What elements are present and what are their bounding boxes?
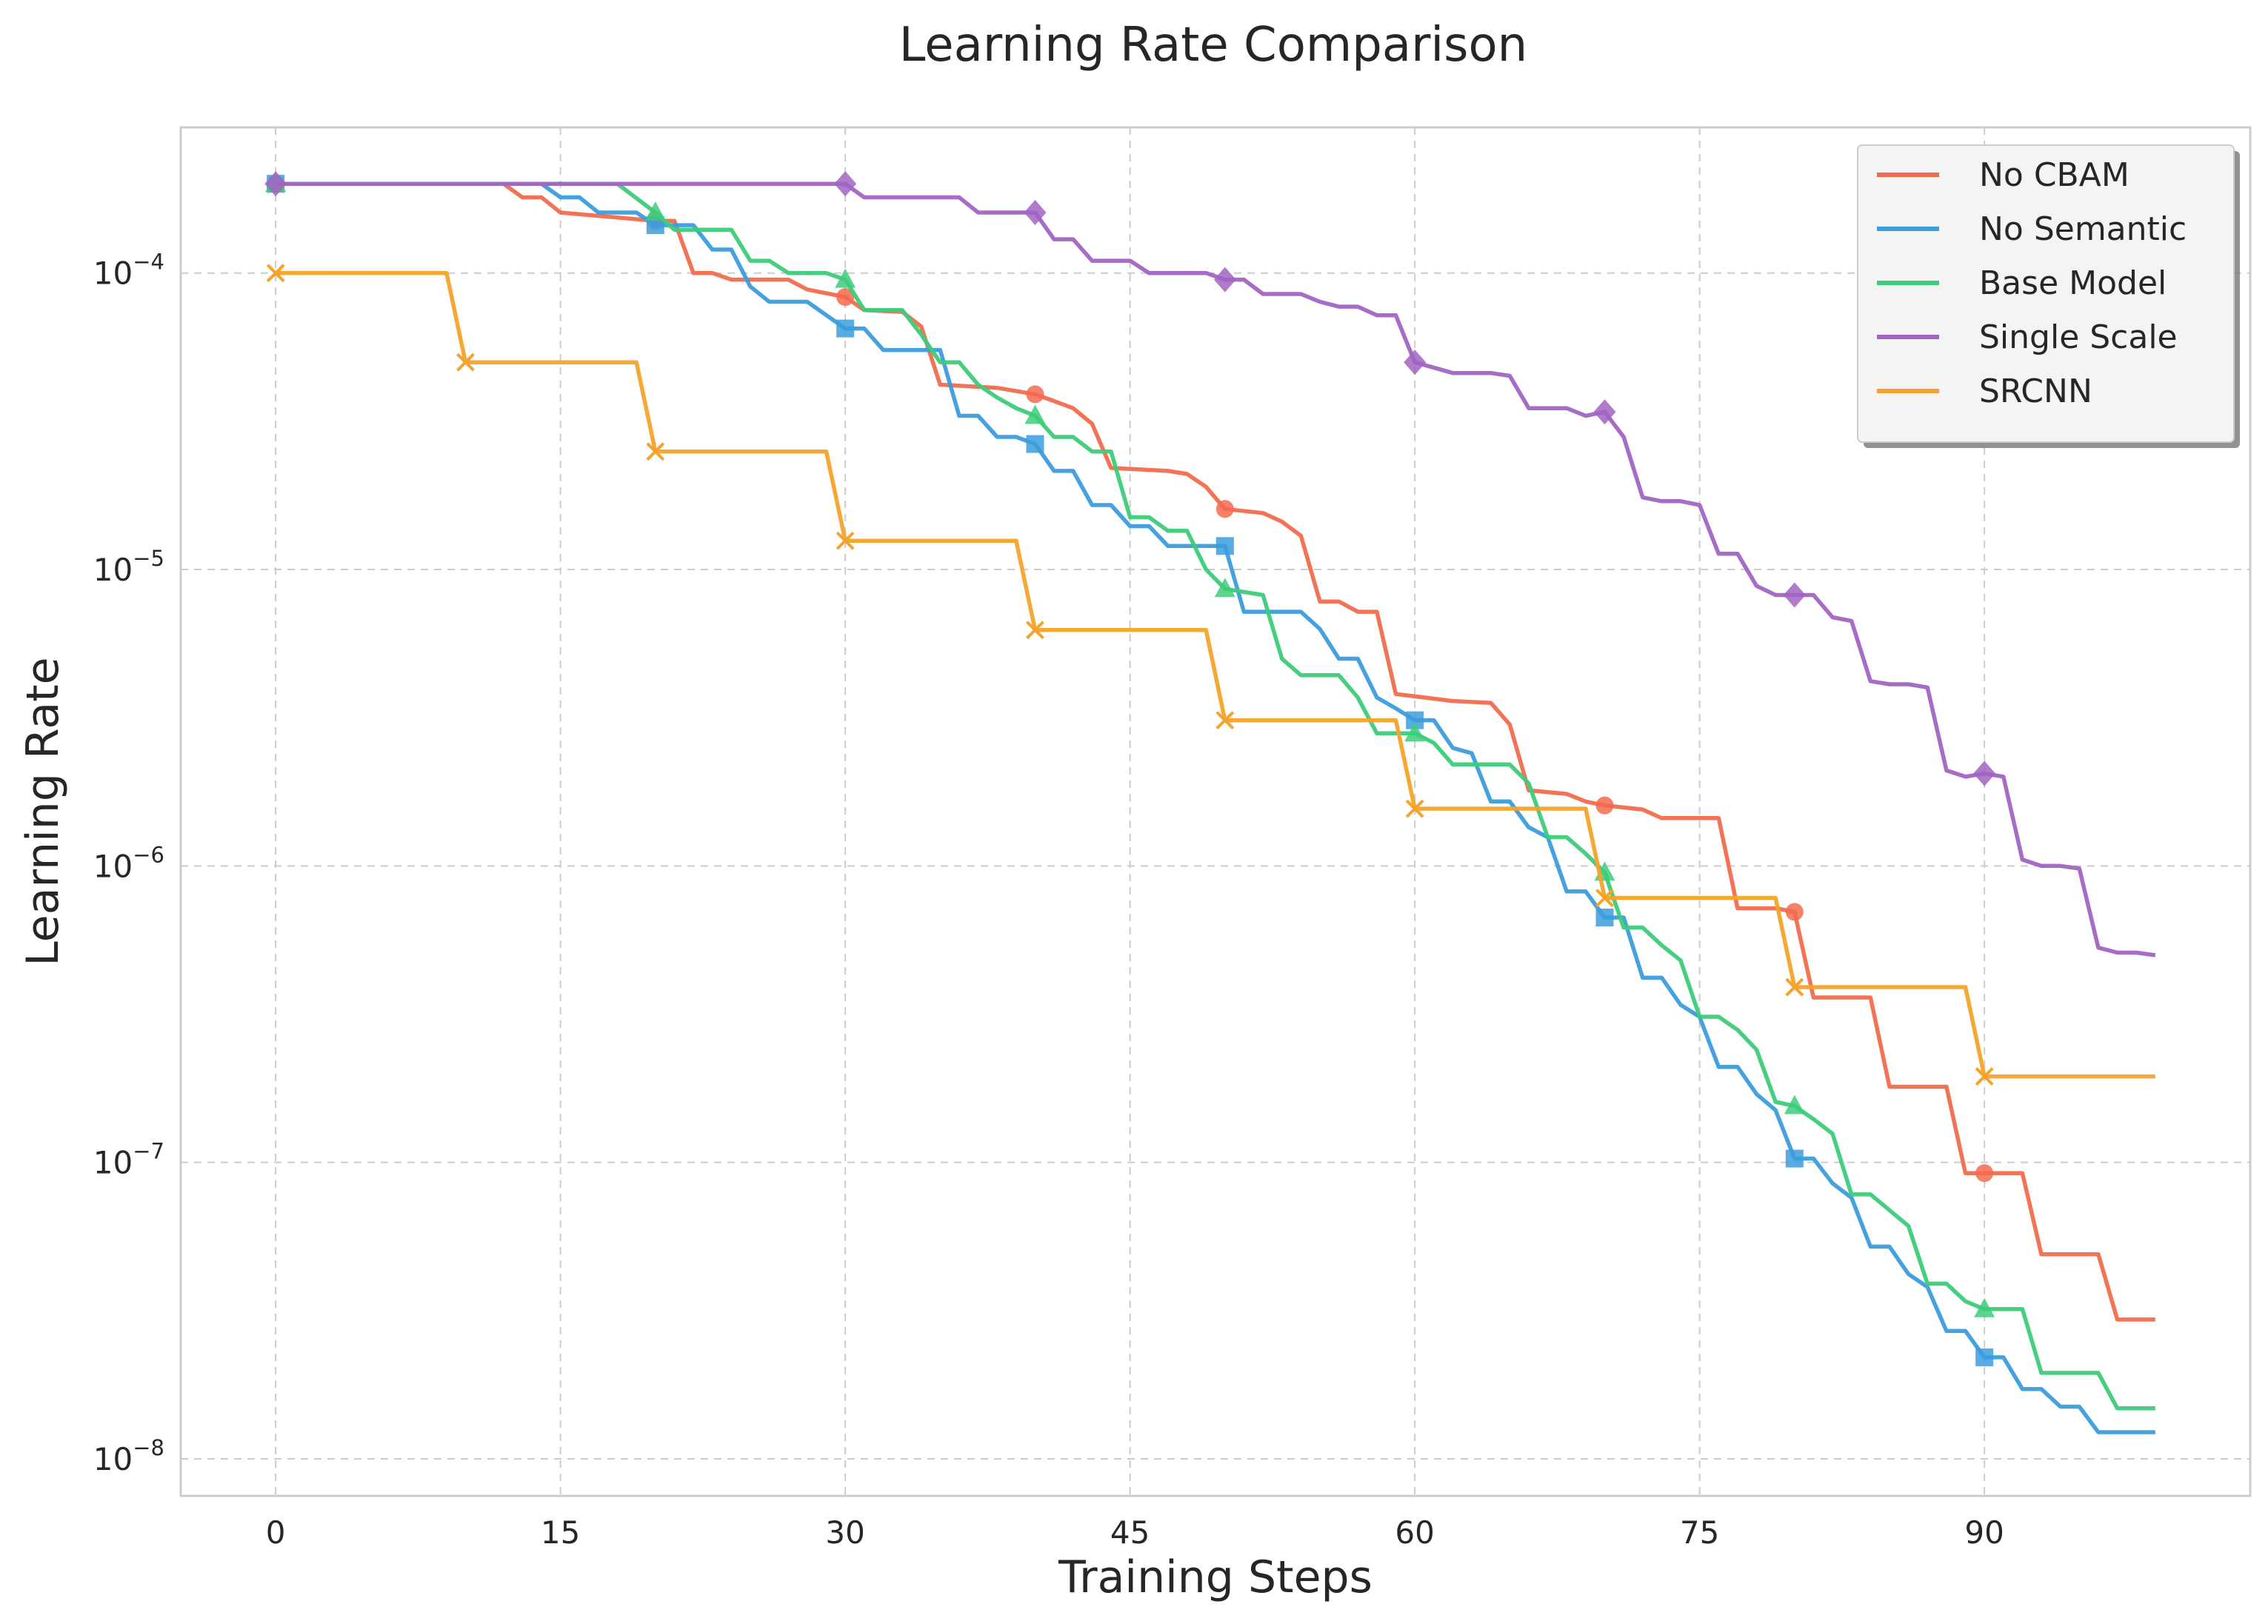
data-point-marker [1785,978,1804,997]
y-axis-label: Learning Rate [17,657,69,966]
data-point-marker [1785,903,1804,921]
legend-item: Base Model [1877,264,2167,302]
x-tick-label: 60 [1395,1514,1434,1551]
series-single-scale [264,171,2156,958]
data-point-marker [456,352,475,372]
data-point-marker [1405,799,1424,818]
data-point-marker [1593,399,1616,425]
data-point-marker [1404,350,1427,375]
chart-title: Learning Rate Comparison [899,18,1527,73]
data-point-marker [1783,582,1806,608]
data-point-marker [1595,796,1614,815]
data-point-marker [1215,711,1235,730]
y-tick-label: 10−5 [93,546,164,588]
x-tick-label: 45 [1110,1514,1150,1551]
x-ticks: 0 15 30 45 60 75 90 [266,1514,2004,1551]
legend-item: SRCNN [1877,372,2092,410]
data-point-marker [1784,1095,1805,1115]
legend: No CBAM No Semantic Base Model Single Scale… [1857,144,2240,448]
data-point-marker [1213,267,1236,293]
x-axis-label: Training Steps [1058,1551,1373,1603]
data-point-marker [266,264,285,283]
data-point-marker [264,171,287,197]
legend-label: No CBAM [1979,156,2129,194]
y-tick-label: 10−4 [93,250,164,292]
series-line [276,270,2155,1079]
data-point-marker [1975,1348,1994,1366]
legend-item: No Semantic [1877,210,2187,248]
data-point-marker [1973,761,1996,786]
data-point-marker [1404,722,1426,742]
data-point-marker [1975,1067,1994,1086]
legend-box [1857,144,2235,443]
data-point-marker [1974,1297,1995,1317]
data-point-marker [1024,404,1046,424]
x-tick-label: 90 [1964,1514,2004,1551]
data-point-marker [1785,1149,1804,1168]
data-point-marker [1215,500,1234,518]
data-point-marker [1026,621,1044,640]
y-tick-label: 10−6 [93,842,164,884]
data-point-marker [1595,889,1614,907]
data-point-marker [1595,908,1614,926]
legend-item: No CBAM [1877,156,2129,194]
plot-frame [179,126,2252,1497]
data-point-marker [646,442,665,461]
data-point-marker [835,268,856,288]
x-tick-label: 30 [825,1514,864,1551]
x-tick-label: 75 [1680,1514,1719,1551]
series-line [276,181,2155,1322]
y-tick-label: 10−7 [93,1139,164,1181]
data-point-marker [836,319,855,338]
data-point-marker [644,201,666,221]
data-point-marker [1975,1164,1994,1183]
data-point-marker [834,171,857,197]
series-line [276,181,2155,1411]
series-base-model [265,173,2155,1411]
data-point-marker [1214,578,1235,598]
data-point-marker [836,288,855,307]
legend-label: Single Scale [1979,318,2178,356]
series-layer [264,171,2156,1434]
legend-item: Single Scale [1877,318,2178,356]
legend-label: SRCNN [1979,372,2092,410]
legend-label: No Semantic [1979,210,2187,248]
data-point-marker [1024,199,1047,225]
y-ticks: 10−4 10−5 10−6 10−7 10−8 [93,250,164,1477]
data-point-marker [836,531,855,550]
data-point-marker [1215,537,1234,555]
data-point-marker [1026,385,1044,404]
legend-label: Base Model [1979,264,2167,302]
x-tick-label: 0 [266,1514,286,1551]
series-srcnn [266,264,2155,1086]
data-point-marker [1026,435,1044,453]
y-tick-label: 10−8 [93,1435,164,1477]
series-line [276,181,2155,1434]
x-tick-label: 15 [541,1514,580,1551]
